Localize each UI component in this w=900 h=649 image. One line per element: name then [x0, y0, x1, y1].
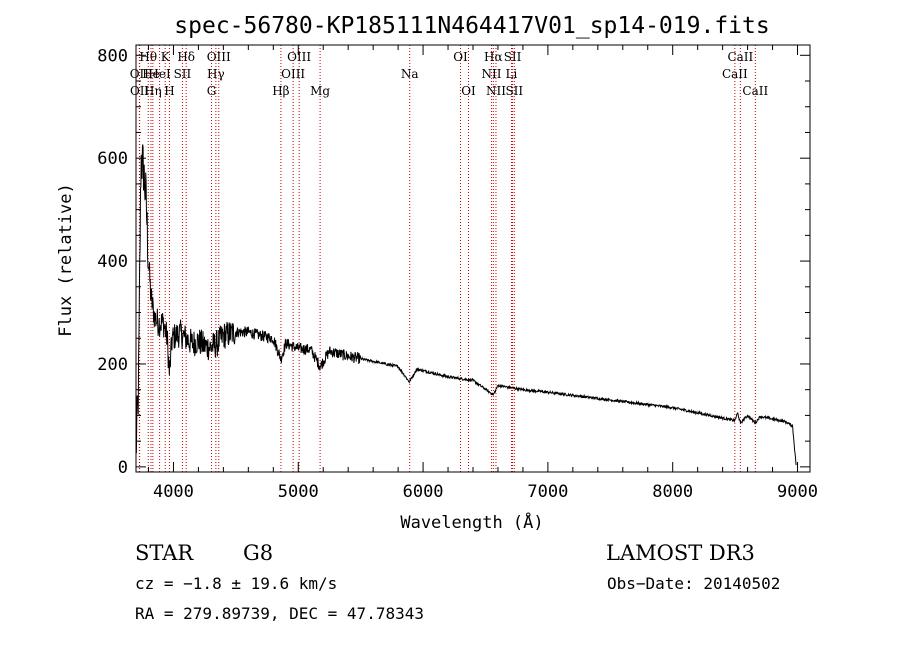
x-tick-label: 7000 [527, 482, 568, 502]
spectral-line-label: Hβ [272, 84, 289, 98]
y-tick-label: 800 [97, 46, 128, 66]
spectral-line-label: Hα [484, 50, 503, 64]
spectral-line-label: CaII [722, 67, 748, 81]
spectral-line-label: Na [401, 67, 419, 81]
spectral-line-label: HeI [148, 67, 171, 81]
object-class: STAR [135, 541, 194, 565]
spectral-line-label: K [161, 50, 171, 64]
spectral-line-label: Mg [310, 84, 330, 98]
x-tick-label: 8000 [652, 482, 693, 502]
spectral-line-markers [138, 45, 756, 472]
spectral-line-labels: OII OII Hθ He Hη K HeI H Hδ SII OIII Hγ G Hβ OIII OIII M… [130, 50, 769, 98]
y-tick-label: 400 [97, 252, 128, 272]
x-tick-label: 9000 [777, 482, 818, 502]
x-axis-label: Wavelength (Å) [400, 511, 543, 533]
y-tick-label: 200 [97, 355, 128, 375]
spectral-line-label: CaII [742, 84, 768, 98]
plot-frame [135, 44, 811, 473]
spectral-line-label: OI [461, 84, 476, 98]
chart-title: spec-56780-KP185111N464417V01_sp14-019.f… [174, 13, 769, 39]
x-tick-label: 5000 [278, 482, 319, 502]
spectral-line-label: OI [453, 50, 468, 64]
survey-name: LAMOST DR3 [606, 541, 755, 565]
spectral-line-label: SII [504, 50, 522, 64]
spectral-line-label: NII [481, 67, 501, 81]
spectral-line-label: Li [506, 67, 518, 81]
spectral-line-label: G [207, 84, 217, 98]
y-tick-label: 600 [97, 149, 128, 169]
x-axis-ticks: 4000 5000 6000 7000 8000 9000 [147, 45, 818, 502]
spectral-line-label: SII [505, 84, 523, 98]
spectral-line-label: OII [130, 67, 150, 81]
spectral-line-label: CaII [727, 50, 753, 64]
coordinates: RA = 279.89739, DEC = 47.78343 [135, 604, 424, 623]
spectral-line-label: OIII [287, 50, 311, 64]
y-axis-ticks: 0 200 400 600 800 [97, 46, 810, 478]
spectral-line-label: Hγ [207, 67, 225, 81]
y-axis-label: Flux (relative) [56, 183, 76, 337]
spectral-line-label: Hη [144, 84, 162, 98]
spectral-line-label: Hθ [139, 50, 157, 64]
y-tick-label: 0 [118, 458, 128, 478]
spectral-line-label: SII [174, 67, 192, 81]
spectral-line-label: OII [130, 84, 150, 98]
observation-date: Obs−Date: 20140502 [607, 574, 780, 593]
spectral-line-label: Hδ [177, 50, 195, 64]
x-tick-label: 4000 [153, 482, 194, 502]
spectral-line-label: He [142, 67, 160, 81]
object-subclass: G8 [243, 541, 273, 565]
x-tick-label: 6000 [403, 482, 444, 502]
spectral-line-label: OIII [281, 67, 305, 81]
spectral-line-label: H [164, 84, 174, 98]
spectral-line-label: OIII [207, 50, 231, 64]
redshift-velocity: cz = −1.8 ± 19.6 km/s [135, 574, 337, 593]
spectrum-line [135, 144, 797, 466]
spectral-line-label: NII [486, 84, 506, 98]
